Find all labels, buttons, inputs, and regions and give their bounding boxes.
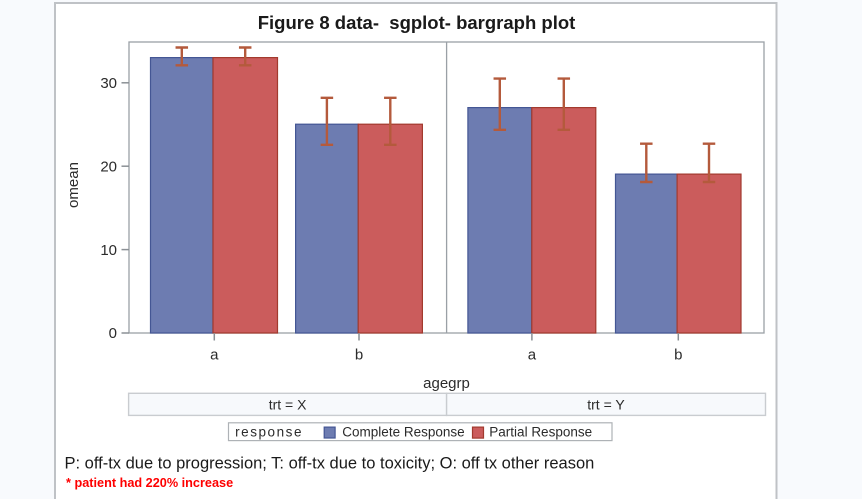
svg-text:trt = Y: trt = Y [587, 397, 625, 413]
svg-text:Partial Response: Partial Response [489, 424, 592, 439]
svg-text:30: 30 [100, 75, 117, 92]
svg-text:b: b [355, 346, 363, 363]
svg-text:P: off-tx due to progression;: P: off-tx due to progression; T: off-tx … [65, 455, 595, 473]
svg-text:a: a [210, 346, 219, 363]
svg-text:b: b [674, 346, 682, 363]
svg-text:Complete Response: Complete Response [342, 424, 464, 439]
svg-text:0: 0 [109, 325, 117, 342]
svg-text:trt = X: trt = X [269, 397, 307, 413]
svg-text:* patient had 220% increase: * patient had 220% increase [66, 476, 233, 490]
svg-text:10: 10 [100, 242, 117, 259]
svg-text:20: 20 [100, 158, 117, 175]
svg-text:a: a [528, 346, 537, 363]
svg-text:response: response [235, 424, 303, 439]
svg-text:agegrp: agegrp [423, 375, 470, 392]
svg-text:Figure 8 data- sgplot- bargra: Figure 8 data- sgplot- bargraph plot [258, 12, 576, 33]
svg-text:omean: omean [65, 162, 82, 208]
